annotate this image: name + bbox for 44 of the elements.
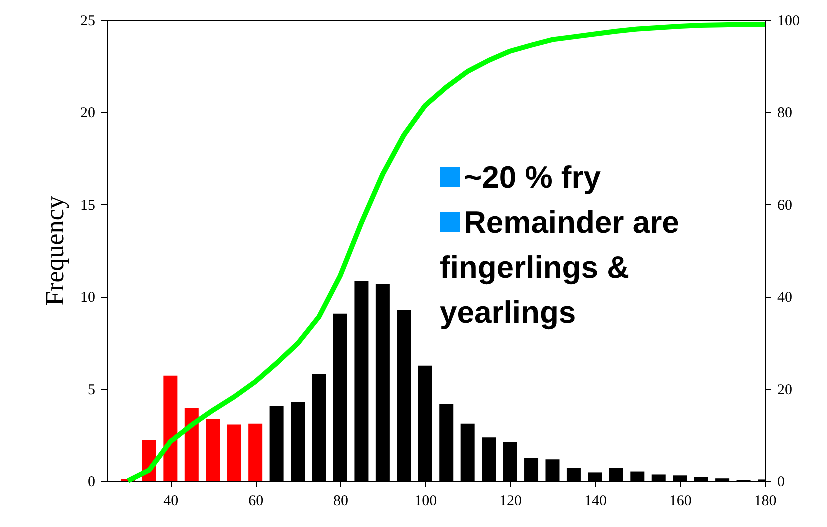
y-tick-label: 5 bbox=[88, 382, 96, 398]
bar bbox=[354, 281, 369, 481]
bar bbox=[482, 438, 496, 481]
x-tick-label: 140 bbox=[584, 494, 607, 510]
y2-tick-label: 40 bbox=[778, 290, 792, 306]
y-axis-title: Frequency bbox=[40, 196, 70, 306]
y-tick-label: 20 bbox=[80, 106, 96, 122]
bar bbox=[652, 474, 666, 481]
y2-tick-label: 80 bbox=[778, 106, 792, 122]
bar bbox=[546, 460, 560, 481]
bar bbox=[460, 424, 475, 481]
x-tick-label: 80 bbox=[333, 494, 348, 510]
bar bbox=[524, 458, 539, 481]
bar bbox=[312, 374, 326, 481]
x-tick-label: 100 bbox=[414, 494, 438, 510]
bar bbox=[566, 468, 581, 481]
x-tick-label: 180 bbox=[754, 494, 777, 510]
y-tick-label: 25 bbox=[80, 14, 96, 30]
bar bbox=[164, 376, 178, 481]
x-tick-label: 40 bbox=[164, 494, 179, 510]
annotation: ~20 % fry bbox=[463, 159, 602, 197]
bar bbox=[630, 472, 645, 481]
bar bbox=[227, 424, 242, 481]
y-tick-label: 0 bbox=[88, 474, 96, 490]
bar bbox=[376, 284, 390, 481]
bar bbox=[397, 310, 412, 481]
bar bbox=[609, 468, 624, 481]
y-tick-label: 10 bbox=[80, 290, 96, 306]
bar bbox=[440, 404, 454, 481]
bar bbox=[270, 406, 284, 481]
annotation: Remainder are fingerlings & yearlings bbox=[440, 204, 680, 332]
y2-tick-label: 60 bbox=[778, 198, 792, 214]
x-tick-label: 60 bbox=[248, 494, 264, 510]
y-tick-label: 15 bbox=[80, 198, 96, 214]
x-tick-label: 120 bbox=[500, 494, 522, 510]
bar bbox=[291, 402, 306, 481]
y2-tick-label: 20 bbox=[778, 382, 792, 398]
y2-tick-label: 0 bbox=[778, 474, 785, 490]
bar bbox=[206, 419, 220, 481]
bar bbox=[248, 424, 263, 481]
y2-tick-label: 100 bbox=[778, 14, 800, 30]
x-tick-label: 160 bbox=[669, 494, 692, 510]
bar bbox=[694, 477, 708, 481]
bar bbox=[184, 408, 199, 481]
